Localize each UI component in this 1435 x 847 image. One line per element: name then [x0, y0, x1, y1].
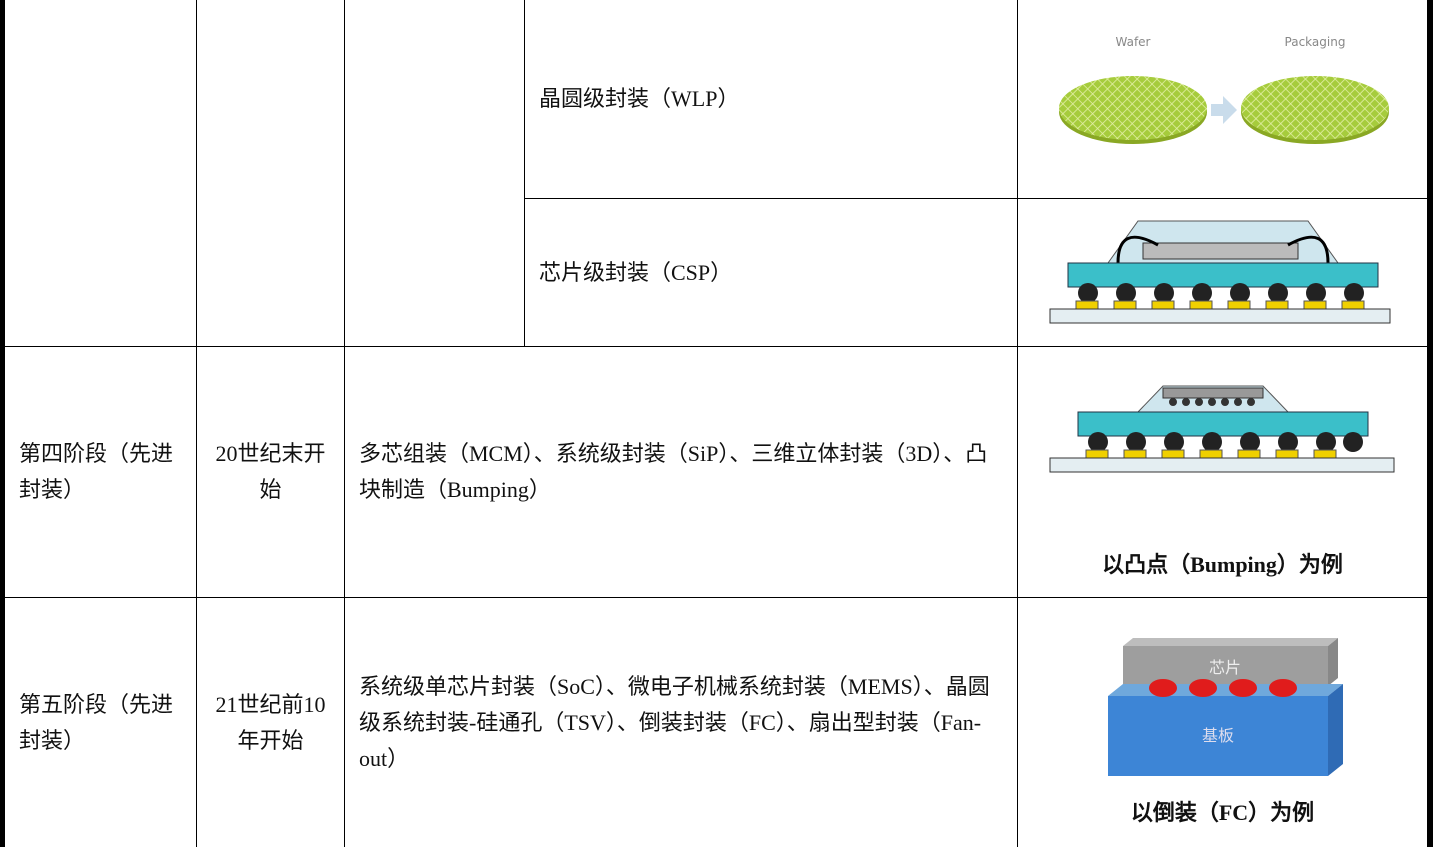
stage: 第五阶段（先进封装） [5, 598, 197, 847]
fc-illustration: 芯片 基板 [1107, 638, 1343, 776]
image-label: Packaging [1284, 35, 1345, 49]
left-border [0, 0, 5, 847]
bumping-illustration [1049, 385, 1394, 473]
image-cell [1018, 199, 1428, 347]
image-cell: 以凸点（Bumping）为例 [1018, 347, 1428, 598]
empty-cell [197, 0, 345, 347]
period: 20世纪末开始 [197, 347, 345, 598]
wlp-illustration: Wafer Packaging [1058, 35, 1389, 144]
package-name: 晶圆级封装（WLP） [525, 0, 1018, 199]
empty-cell [345, 0, 525, 347]
right-border [1428, 0, 1433, 847]
techniques: 多芯组装（MCM）、系统级封装（SiP）、三维立体封装（3D）、凸块制造（Bum… [345, 347, 1018, 598]
image-label: Wafer [1115, 35, 1150, 49]
image-caption: 以凸点（Bumping）为例 [1102, 552, 1343, 577]
stage: 第四阶段（先进封装） [5, 347, 197, 598]
image-caption: 以倒装（FC）为例 [1130, 800, 1315, 825]
package-name: 芯片级封装（CSP） [525, 199, 1018, 347]
period: 21世纪前10年开始 [197, 598, 345, 847]
csp-illustration [1049, 220, 1390, 323]
image-cell: 芯片 基板 以倒装（FC）为例 [1018, 598, 1428, 847]
image-label: 芯片 [1208, 658, 1240, 677]
image-label: 基板 [1201, 726, 1233, 745]
image-cell: Wafer Packaging [1018, 0, 1428, 199]
empty-cell [5, 0, 197, 347]
techniques: 系统级单芯片封装（SoC）、微电子机械系统封装（MEMS）、晶圆级系统封装-硅通… [345, 598, 1018, 847]
